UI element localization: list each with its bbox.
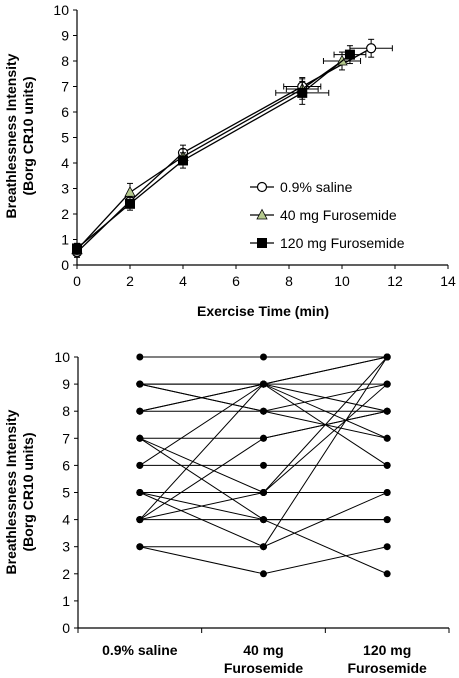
category-label-line2: Furosemide xyxy=(224,660,304,676)
subject-line xyxy=(139,546,388,575)
subject-point xyxy=(260,543,267,551)
top-y-tick-label: 8 xyxy=(61,53,69,69)
data-point xyxy=(366,43,377,54)
top-y-tick-label: 3 xyxy=(61,181,69,197)
subject-point xyxy=(260,570,267,578)
subject-point xyxy=(136,516,144,524)
legend-marker xyxy=(257,238,267,248)
legend-marker xyxy=(256,181,268,193)
series-2 xyxy=(72,45,367,255)
subject-point xyxy=(136,461,144,469)
subject-line xyxy=(139,437,388,575)
data-point xyxy=(124,185,136,197)
top-y-axis-title-line2: (Borg CR10 units) xyxy=(20,77,36,196)
subject-line xyxy=(139,492,388,521)
category-label-line1: 40 mg xyxy=(243,642,283,658)
top-x-tick-label: 4 xyxy=(179,273,187,289)
top-series xyxy=(71,38,393,258)
subject-line xyxy=(139,383,388,520)
top-x-tick-label: 0 xyxy=(73,273,81,289)
top-y-tick-label: 1 xyxy=(61,232,69,248)
subject-point xyxy=(383,461,391,469)
data-point xyxy=(297,87,308,98)
bottom-y-tick-label: 3 xyxy=(62,539,70,555)
bottom-subject-lines xyxy=(136,353,391,578)
legend-marker xyxy=(256,208,268,220)
subject-point xyxy=(260,407,267,415)
subject-point xyxy=(260,489,267,496)
top-legend: 0.9% saline 40 mg Furosemide 120 mg Furose… xyxy=(250,179,405,251)
top-y-tick-label: 2 xyxy=(61,206,69,222)
subject-point xyxy=(260,461,267,469)
bottom-chart: 0 1 2 3 4 5 6 7 8 9 10 0.9% saline 40 mg Furosemide 1… xyxy=(3,349,450,676)
bottom-y-tick-label: 9 xyxy=(62,376,70,392)
subject-point xyxy=(383,434,391,442)
data-point xyxy=(344,49,355,60)
top-x-axis-title: Exercise Time (min) xyxy=(197,303,329,319)
bottom-y-tick-label: 6 xyxy=(62,457,70,473)
top-y-axis-title-line1: Breathlessness Intensity xyxy=(3,53,19,218)
bottom-y-tick-label: 8 xyxy=(62,403,70,419)
category-label-line1: 120 mg xyxy=(363,642,411,658)
data-point xyxy=(178,155,188,166)
data-point xyxy=(125,198,135,209)
bottom-y-axis-title-line2: (Borg CR10 units) xyxy=(20,433,36,552)
subject-point xyxy=(383,516,391,524)
subject-point xyxy=(136,543,144,551)
legend-label: 0.9% saline xyxy=(280,179,353,195)
subject-point xyxy=(383,407,391,415)
top-x-tick-label: 12 xyxy=(387,273,403,289)
top-y-tick-label: 10 xyxy=(53,2,69,18)
legend-label: 40 mg Furosemide xyxy=(280,207,397,223)
subject-point xyxy=(383,353,391,361)
top-y-tick-label: 6 xyxy=(61,104,69,120)
subject-point xyxy=(260,353,267,361)
bottom-y-axis-title-line1: Breathlessness Intensity xyxy=(3,409,19,574)
top-x-tick-label: 8 xyxy=(285,273,293,289)
bottom-y-tick-label: 5 xyxy=(62,485,70,501)
subject-point xyxy=(260,380,267,388)
bottom-y-tick-label: 10 xyxy=(54,349,70,365)
bottom-y-tick-label: 4 xyxy=(62,512,70,528)
top-y-tick-label: 7 xyxy=(61,79,69,95)
top-y-tick-label: 9 xyxy=(61,28,69,44)
subject-point xyxy=(383,380,391,388)
bottom-y-tick-label: 1 xyxy=(62,593,70,609)
bottom-axes xyxy=(74,356,450,633)
bottom-tick-labels: 0 1 2 3 4 5 6 7 8 9 10 xyxy=(54,349,70,636)
series-0 xyxy=(71,38,393,258)
subject-point xyxy=(383,489,391,496)
bottom-y-tick-label: 7 xyxy=(62,430,70,446)
subject-point xyxy=(383,570,391,578)
subject-point xyxy=(136,434,144,442)
top-x-tick-label: 2 xyxy=(126,273,134,289)
subject-point xyxy=(260,434,267,442)
top-x-tick-label: 6 xyxy=(232,273,240,289)
bottom-y-tick-label: 2 xyxy=(62,566,70,582)
subject-point xyxy=(136,489,144,496)
bottom-category-labels: 0.9% saline 40 mg Furosemide 120 mg Furosemi… xyxy=(102,642,427,676)
subject-point xyxy=(383,543,391,551)
series-1 xyxy=(71,51,362,256)
top-x-tick-label: 14 xyxy=(440,273,456,289)
subject-point xyxy=(136,380,144,388)
top-y-tick-label: 4 xyxy=(61,155,69,171)
category-label-line2: Furosemide xyxy=(347,660,427,676)
subject-line xyxy=(139,410,388,439)
top-y-tick-label: 5 xyxy=(61,130,69,146)
subject-point xyxy=(136,353,144,361)
top-y-tick-label: 0 xyxy=(61,257,69,273)
top-x-tick-label: 10 xyxy=(334,273,350,289)
top-axes xyxy=(73,9,449,269)
data-point xyxy=(72,243,82,254)
bottom-y-tick-label: 0 xyxy=(62,620,70,636)
category-label-line1: 0.9% saline xyxy=(102,642,178,658)
subject-point xyxy=(136,407,144,415)
legend-label: 120 mg Furosemide xyxy=(280,235,405,251)
subject-point xyxy=(260,516,267,524)
